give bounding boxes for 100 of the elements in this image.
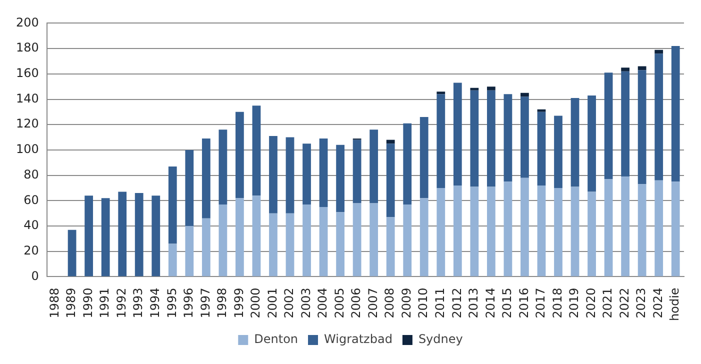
- bar: [588, 95, 596, 192]
- bar: [286, 137, 294, 214]
- legend-label: Sydney: [418, 332, 463, 346]
- bar: [386, 140, 395, 144]
- y-tick-label: 100: [16, 142, 39, 156]
- x-tick-label: 1989: [64, 288, 78, 318]
- bar: [252, 196, 261, 276]
- bar: [118, 192, 127, 276]
- x-tick-label: 2016: [516, 288, 531, 318]
- bar: [621, 71, 630, 177]
- y-tick-label: 20: [24, 243, 39, 258]
- bar: [168, 244, 177, 276]
- bar: [470, 88, 479, 90]
- bar: [520, 96, 529, 178]
- x-tick-label: 2011: [433, 288, 448, 318]
- bar: [520, 178, 529, 276]
- bar: [236, 198, 244, 276]
- bar: [671, 182, 680, 276]
- x-tick-label: 2023: [634, 288, 648, 318]
- bar: [436, 94, 446, 188]
- x-tick-label: 2024: [650, 288, 665, 318]
- x-tick-label: 2013: [466, 288, 481, 318]
- bar: [236, 112, 244, 198]
- y-tick-label: 180: [16, 40, 39, 55]
- bar: [336, 212, 344, 276]
- x-tick-label: 1992: [114, 288, 128, 318]
- bar: [218, 130, 228, 204]
- bar: [84, 196, 94, 276]
- x-tick-label: 2006: [349, 288, 364, 318]
- bar: [638, 70, 646, 184]
- bar: [185, 226, 194, 276]
- bar: [168, 166, 177, 244]
- x-tick-label: 1999: [232, 288, 246, 318]
- bar: [336, 144, 344, 212]
- bar: [252, 106, 261, 196]
- y-tick-label: 160: [16, 66, 39, 80]
- x-tick-label: 1998: [215, 288, 230, 318]
- bar: [352, 203, 362, 276]
- bar: [202, 218, 210, 276]
- x-tick-label: 2018: [550, 288, 564, 318]
- bar: [453, 185, 462, 276]
- bar: [537, 185, 546, 276]
- bar: [654, 180, 664, 276]
- y-tick-label: 0: [31, 268, 39, 283]
- bar: [671, 46, 680, 182]
- bar: [202, 138, 210, 218]
- bar: [537, 109, 546, 112]
- bar: [537, 112, 546, 186]
- bar: [286, 213, 294, 276]
- bar: [352, 140, 362, 204]
- x-tick-label: 2012: [450, 288, 464, 318]
- x-tick-label: 2017: [534, 288, 548, 318]
- bar: [269, 136, 278, 214]
- bar: [302, 144, 311, 204]
- bar: [654, 54, 664, 180]
- legend-label: Denton: [254, 332, 298, 346]
- bar: [386, 144, 395, 218]
- bar: [218, 204, 228, 276]
- bar: [370, 130, 378, 204]
- y-tick-label: 140: [16, 91, 39, 106]
- bar: [403, 204, 412, 276]
- bar: [436, 188, 446, 276]
- bar: [420, 117, 428, 198]
- x-tick-label: 1988: [47, 288, 62, 318]
- x-tick-label: 2021: [600, 288, 615, 318]
- x-tick-label: 1993: [131, 288, 146, 318]
- bar: [638, 184, 646, 276]
- x-tick-label: 1996: [182, 288, 196, 318]
- bar: [269, 213, 278, 276]
- y-tick-label: 80: [24, 167, 39, 182]
- x-tick-label: 2007: [366, 288, 380, 318]
- x-tick-label: 2014: [483, 288, 498, 318]
- x-tick-label: 2019: [567, 288, 582, 318]
- x-tick-label: 1997: [198, 288, 212, 318]
- x-tick-label: 2020: [584, 288, 598, 318]
- bar: [134, 193, 144, 276]
- legend-label: Wigratzbad: [324, 332, 392, 346]
- y-tick-label: 200: [16, 15, 39, 30]
- bar: [654, 50, 664, 54]
- bar: [486, 90, 496, 187]
- bar: [453, 82, 462, 186]
- bar: [554, 188, 562, 276]
- bar: [638, 66, 646, 70]
- bar: [420, 198, 428, 276]
- x-tick-label: 1991: [98, 288, 112, 318]
- bar: [570, 186, 580, 276]
- bar: [504, 94, 512, 182]
- x-tick-label: 2009: [399, 288, 414, 318]
- bar: [486, 186, 496, 276]
- x-tick-label: 2015: [500, 288, 514, 318]
- x-tick-label: 2008: [382, 288, 397, 318]
- bar: [588, 192, 596, 276]
- x-tick-label: 2003: [298, 288, 313, 318]
- bar: [504, 182, 512, 276]
- x-tick-label: 2002: [282, 288, 296, 318]
- y-tick-label: 40: [24, 218, 39, 232]
- bar: [570, 98, 580, 187]
- bar: [152, 196, 160, 276]
- y-tick-label: 60: [24, 192, 39, 207]
- x-tick-label: 1990: [80, 288, 95, 318]
